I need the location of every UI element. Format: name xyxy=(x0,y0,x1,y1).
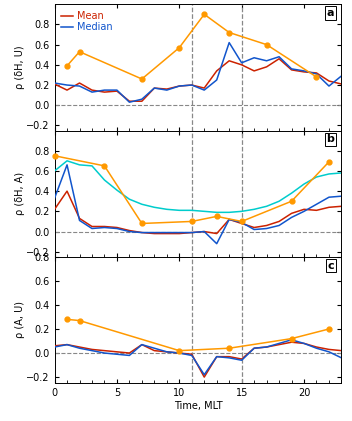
Legend: Mean, Median: Mean, Median xyxy=(59,9,114,34)
Text: b: b xyxy=(326,134,334,144)
Text: a: a xyxy=(327,8,334,18)
Y-axis label: ρ (δH, U): ρ (δH, U) xyxy=(15,45,25,89)
X-axis label: Time, MLT: Time, MLT xyxy=(174,401,222,411)
Text: c: c xyxy=(328,261,334,271)
Y-axis label: ρ (A, U): ρ (A, U) xyxy=(15,301,25,338)
Y-axis label: ρ (δH, A): ρ (δH, A) xyxy=(15,172,25,215)
